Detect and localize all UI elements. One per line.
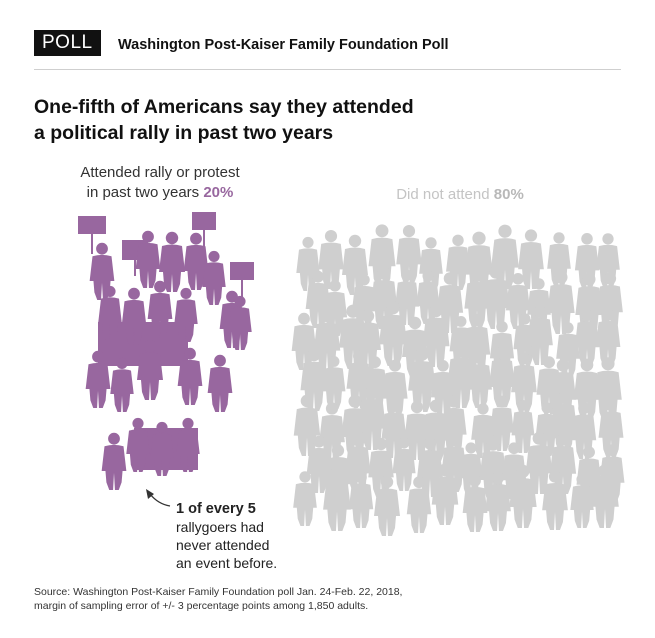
not-attended-person — [348, 471, 374, 528]
not-attended-person — [441, 395, 467, 454]
source-line-2: margin of sampling error of +/- 3 percen… — [34, 599, 369, 612]
not-attended-person — [318, 230, 344, 289]
headline-line-2: a political rally in past two years — [34, 122, 334, 144]
not-attended-label-text: Did not attend — [396, 186, 490, 203]
header-divider — [34, 69, 621, 70]
attended-person — [126, 417, 150, 472]
attended-percent: 20% — [203, 184, 234, 201]
annotation-line-1: 1 of every 5 — [176, 501, 256, 517]
attended-person — [85, 350, 111, 408]
not-attended-person — [408, 347, 436, 412]
not-attended-person — [509, 464, 537, 528]
not-attended-person — [595, 308, 621, 366]
not-attended-person — [468, 352, 492, 408]
not-attended-person — [462, 474, 488, 532]
not-attended-person — [392, 437, 416, 491]
not-attended-person — [547, 270, 575, 334]
not-attended-person — [422, 304, 450, 367]
attended-label-text: in past two years — [86, 184, 200, 201]
not-attended-person — [374, 475, 400, 536]
not-attended-person — [591, 464, 619, 528]
not-attended-percent: 80% — [493, 186, 524, 203]
attended-person — [101, 432, 127, 490]
not-attended-person — [306, 435, 332, 493]
not-attended-person — [570, 473, 594, 528]
not-attended-person — [404, 401, 430, 460]
not-attended-person — [431, 463, 459, 525]
attended-person — [228, 295, 252, 350]
attended-label: Attended rally or protest in past two ye… — [40, 163, 280, 203]
not-attended-person — [527, 305, 553, 365]
attended-person — [98, 285, 122, 340]
not-attended-person — [597, 272, 623, 332]
not-attended-person — [293, 471, 317, 526]
attended-label-line-2: in past two years 20% — [40, 183, 280, 203]
not-attended-person — [482, 265, 510, 329]
protest-sign — [192, 212, 216, 252]
source-line-1: Source: Washington Post-Kaiser Family Fo… — [34, 586, 403, 598]
attended-label-line-1: Attended rally or protest — [80, 164, 240, 181]
annotation-arrow — [146, 489, 171, 507]
annotation-line-4: an event before. — [176, 555, 278, 571]
attended-person — [176, 417, 200, 472]
not-attended-person — [511, 400, 535, 453]
poll-badge: POLL — [34, 30, 101, 56]
attended-person — [150, 421, 174, 476]
chart-headline: One-fifth of Americans say they attended… — [34, 94, 514, 146]
not-attended-crowd — [291, 224, 625, 536]
not-attended-person — [296, 236, 320, 291]
annotation: 1 of every 5 rallygoers had never attend… — [176, 500, 277, 572]
not-attended-person — [419, 237, 443, 292]
crowd-pictograph — [78, 212, 625, 536]
attended-person — [207, 354, 233, 412]
not-attended-person — [322, 356, 346, 409]
not-attended-person — [485, 471, 511, 531]
attended-person — [159, 231, 185, 292]
attended-person — [135, 230, 161, 288]
organization-name: Washington Post-Kaiser Family Foundation… — [118, 37, 449, 53]
not-attended-person — [594, 357, 622, 421]
annotation-line-2: rallygoers had — [176, 519, 264, 535]
attended-crowd — [78, 212, 254, 490]
not-attended-person — [511, 352, 537, 412]
protest-sign — [78, 216, 106, 254]
attended-person — [147, 280, 173, 338]
not-attended-person — [542, 470, 568, 530]
attended-person — [183, 232, 209, 290]
not-attended-person — [358, 385, 386, 450]
not-attended-person — [395, 269, 419, 325]
not-attended-person — [406, 476, 432, 533]
annotation-line-3: never attended — [176, 537, 270, 553]
attended-person — [121, 287, 147, 345]
attended-person — [110, 357, 134, 412]
source-note: Source: Washington Post-Kaiser Family Fo… — [34, 586, 402, 613]
not-attended-person — [598, 399, 624, 457]
not-attended-person — [518, 229, 544, 289]
not-attended-person — [574, 309, 600, 366]
not-attended-person — [378, 300, 408, 366]
attended-person — [137, 339, 163, 400]
not-attended-person — [464, 269, 490, 328]
not-attended-person — [323, 466, 351, 531]
not-attended-label: Did not attend 80% — [330, 186, 590, 203]
headline-line-1: One-fifth of Americans say they attended — [34, 96, 414, 118]
not-attended-person — [489, 346, 515, 407]
attended-person — [177, 347, 203, 405]
attended-person — [174, 287, 198, 342]
protest-sign — [230, 262, 254, 298]
attended-person — [202, 250, 226, 305]
not-attended-person — [447, 344, 475, 408]
